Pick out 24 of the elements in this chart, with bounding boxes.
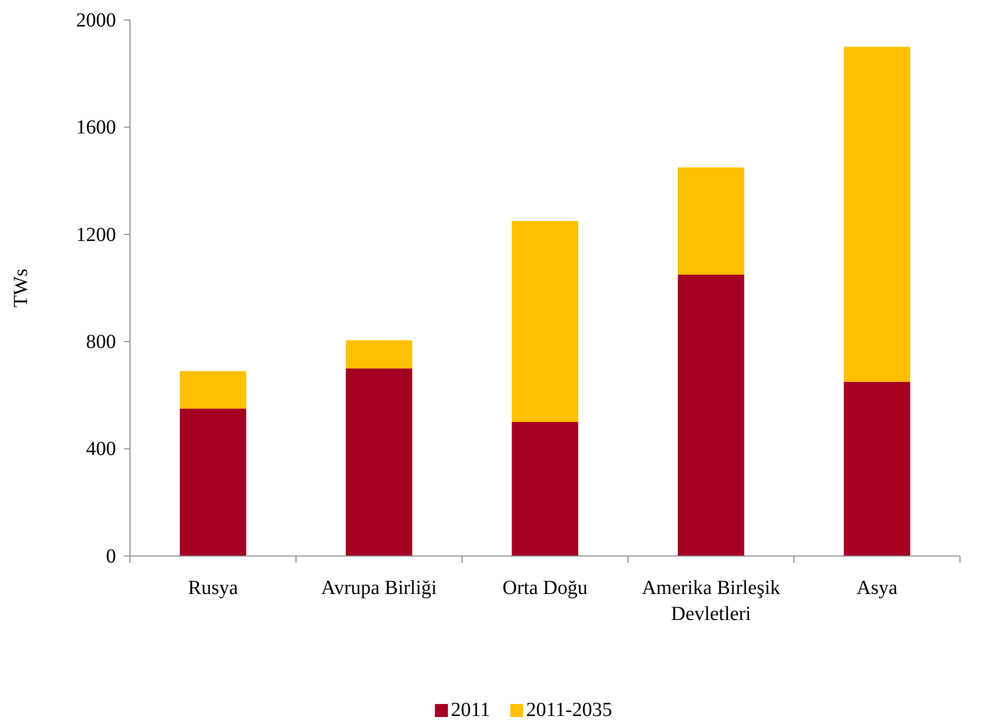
bar [346,368,412,556]
legend-label: 2011 [450,699,490,721]
bar [180,408,246,556]
x-tick-label: Orta Doğu [502,577,588,599]
y-tick-label: 400 [86,438,116,460]
bar [180,371,246,409]
bar [844,382,910,556]
bar [844,46,910,382]
bar [678,274,744,556]
y-tick-label: 2000 [76,9,116,32]
x-tick-label: Amerika Birleşik Devletleri [642,577,780,625]
x-tick-label: Asya [856,577,898,599]
y-tick-label: 1600 [76,116,116,139]
y-tick-label: 0 [106,545,116,568]
bar [678,167,744,275]
legend-label: 2011-2035 [526,699,612,721]
bar [512,422,578,556]
y-axis-title: TWs [10,268,32,308]
x-tick-label: Avrupa Birliği [321,577,438,599]
y-tick-label: 800 [86,331,116,353]
bar [346,340,412,368]
y-tick-label: 1200 [76,224,116,246]
bar [512,221,578,422]
x-tick-label: Rusya [188,577,238,599]
